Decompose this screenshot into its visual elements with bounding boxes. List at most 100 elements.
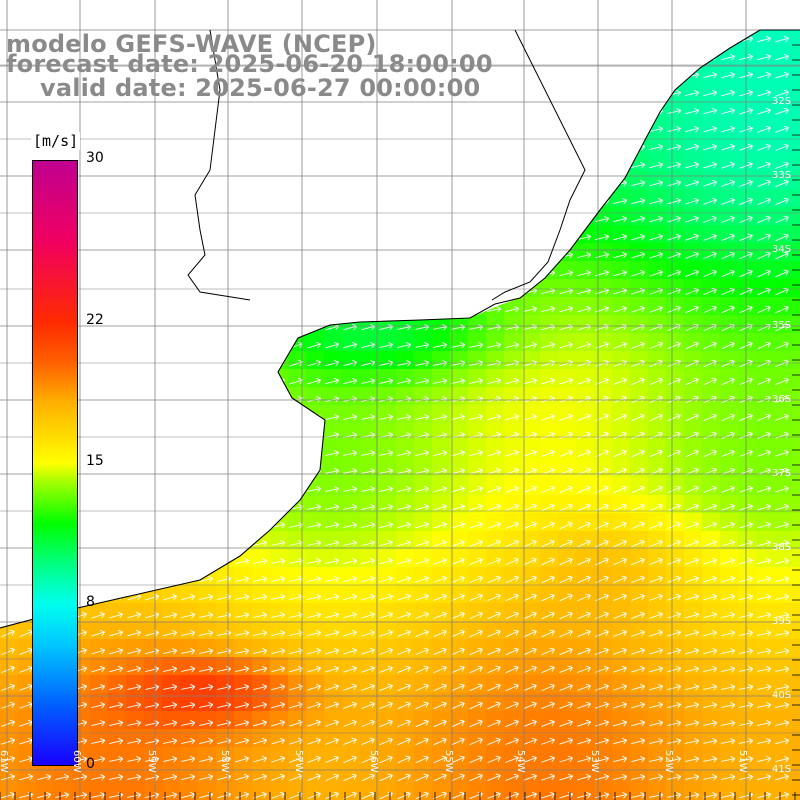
wind-arrow: [145, 179, 160, 187]
wind-cell: [414, 783, 433, 800]
wind-cell: [252, 639, 271, 658]
wind-arrow: [559, 162, 574, 169]
wind-arrow: [181, 630, 196, 637]
wind-arrow: [667, 143, 682, 151]
wind-cell: [576, 225, 595, 244]
wind-cell: [648, 729, 667, 748]
wind-arrow: [181, 215, 195, 224]
wind-cell: [306, 513, 325, 532]
wind-cell: [324, 351, 343, 370]
wind-cell: [450, 279, 469, 298]
wind-cell: [594, 279, 613, 298]
wind-arrow: [109, 485, 123, 494]
wind-cell: [360, 585, 379, 604]
wind-cell: [288, 405, 307, 424]
wind-arrow: [451, 665, 465, 674]
wind-cell: [234, 171, 253, 190]
wind-cell: [612, 207, 631, 226]
wind-cell: [702, 675, 721, 694]
wind-arrow: [433, 575, 447, 583]
wind-arrow: [631, 305, 645, 313]
wind-arrow: [775, 467, 790, 475]
wind-cell: [540, 495, 559, 514]
wind-arrow: [595, 53, 610, 61]
wind-cell: [198, 711, 217, 730]
wind-arrow: [289, 305, 303, 313]
wind-arrow: [577, 233, 592, 241]
wind-arrow: [559, 107, 574, 115]
wind-cell: [396, 315, 415, 334]
wind-cell: [738, 711, 757, 730]
wind-cell: [378, 369, 397, 388]
wind-arrow: [181, 773, 196, 781]
wind-cell: [360, 531, 379, 550]
wind-arrow: [577, 89, 592, 97]
wind-arrow: [307, 143, 321, 152]
wind-cell: [792, 639, 800, 658]
wind-cell: [180, 387, 199, 406]
wind-cell: [180, 333, 199, 352]
wind-cell: [504, 261, 523, 280]
wind-cell: [144, 657, 163, 676]
wind-arrow: [253, 305, 267, 314]
wind-arrow: [379, 683, 393, 691]
wind-arrow: [541, 198, 556, 205]
wind-arrow: [649, 774, 664, 781]
wind-arrow: [703, 485, 717, 493]
wind-arrow: [505, 593, 519, 602]
wind-arrow: [235, 701, 250, 709]
wind-arrow: [127, 792, 142, 799]
wind-arrow: [559, 53, 574, 61]
wind-arrow: [721, 720, 736, 727]
wind-cell: [216, 351, 235, 370]
wind-cell: [126, 441, 145, 460]
wind-cell: [630, 45, 649, 64]
wind-cell: [504, 117, 523, 136]
wind-cell: [504, 783, 523, 800]
wind-cell: [774, 333, 793, 352]
wind-arrow: [613, 449, 627, 458]
wind-cell: [180, 369, 199, 388]
wind-arrow: [613, 665, 628, 673]
wind-cell: [540, 135, 559, 154]
wind-arrow: [649, 593, 663, 601]
wind-cell: [378, 297, 397, 316]
wind-cell: [414, 423, 433, 442]
wind-arrow: [775, 161, 789, 169]
wind-arrow: [235, 612, 250, 619]
wind-arrow: [1, 323, 16, 331]
wind-cell: [324, 603, 343, 622]
wind-arrow: [613, 305, 628, 313]
wind-cell: [378, 171, 397, 190]
colorbar-unit: [m/s]: [31, 132, 81, 150]
wind-cell: [270, 315, 289, 334]
wind-arrow: [307, 305, 321, 313]
wind-cell: [216, 333, 235, 352]
wind-cell: [414, 441, 433, 460]
wind-cell: [414, 459, 433, 478]
wind-arrow: [217, 449, 232, 457]
wind-arrow: [181, 557, 196, 565]
wind-cell: [720, 441, 739, 460]
wind-arrow: [343, 593, 358, 601]
wind-cell: [144, 171, 163, 190]
wind-cell: [702, 459, 721, 478]
wind-cell: [342, 315, 361, 334]
wind-cell: [684, 531, 703, 550]
wind-arrow: [163, 179, 177, 187]
wind-cell: [90, 405, 109, 424]
wind-cell: [468, 441, 487, 460]
wind-arrow: [757, 143, 771, 151]
wind-arrow: [235, 755, 250, 763]
wind-arrow: [685, 197, 700, 205]
colorbar-tick-label: 22: [86, 312, 104, 328]
wind-arrow: [649, 503, 663, 512]
wind-cell: [486, 297, 505, 316]
wind-cell: [594, 225, 613, 244]
wind-arrow: [271, 341, 285, 349]
wind-arrow: [775, 791, 790, 799]
wind-cell: [342, 135, 361, 154]
wind-cell: [0, 459, 19, 478]
wind-cell: [504, 477, 523, 496]
wind-cell: [630, 387, 649, 406]
